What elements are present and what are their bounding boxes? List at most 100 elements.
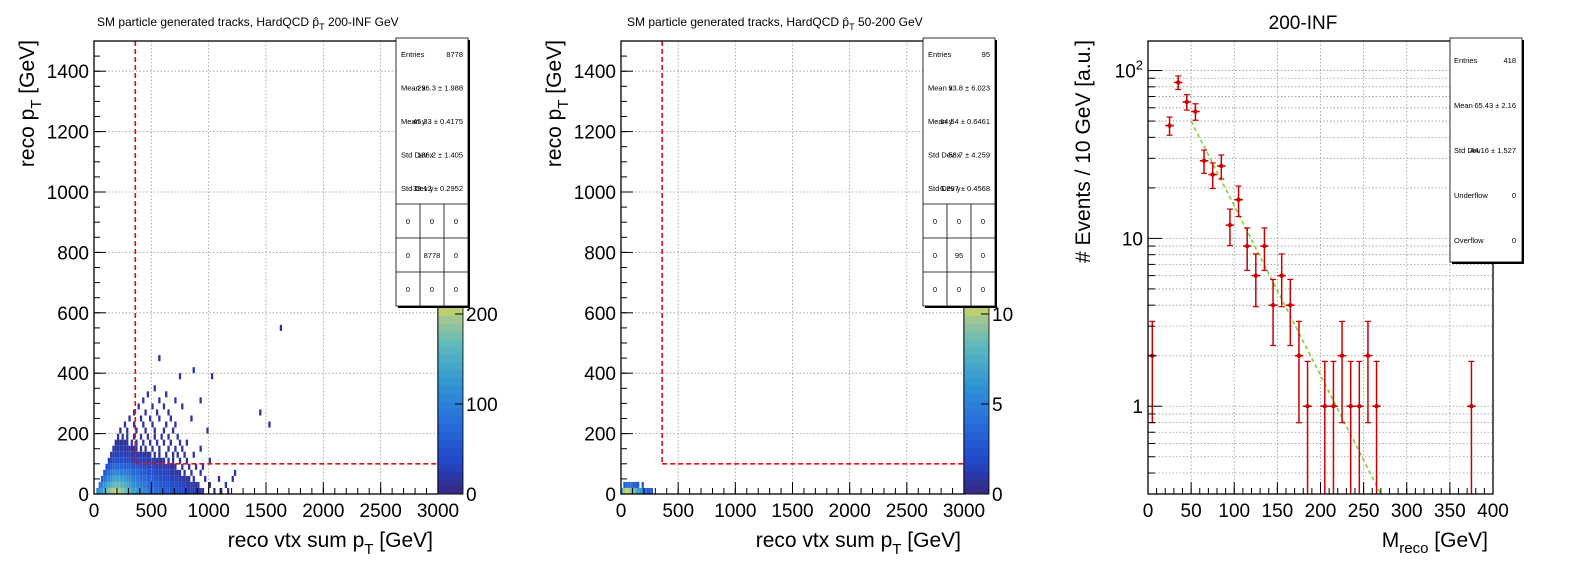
heatmap-cell: [192, 451, 195, 458]
data-point: [1251, 253, 1261, 308]
heatmap-cell: [132, 475, 136, 482]
data-marker: [1296, 353, 1302, 358]
color-scale-step: [438, 400, 463, 410]
heatmap-cell: [146, 481, 150, 488]
heatmap-cell: [128, 463, 131, 470]
heatmap-cell: [100, 487, 104, 494]
stats-label: Underflow: [1454, 191, 1488, 200]
data-point: [1346, 360, 1355, 494]
stats-label: Std Dev x: [401, 151, 434, 160]
heatmap-cell: [151, 445, 154, 452]
panel-2-y-tick-labels: 0 200 400 600 800 1000 1200 1400: [574, 40, 633, 506]
y-tick-label: 400: [584, 364, 616, 385]
stats-grid-value: 8778: [424, 251, 441, 260]
heatmap-cell: [181, 487, 184, 494]
heatmap-cell: [162, 481, 166, 488]
heatmap-cell: [151, 421, 154, 428]
data-point: [1355, 360, 1364, 494]
x-tick-label: 300: [1391, 501, 1423, 522]
x-tick-label: 1000: [188, 501, 230, 522]
y-tick-label: 0: [78, 485, 89, 506]
data-point: [1208, 162, 1217, 190]
heatmap-cell: [119, 481, 122, 488]
y-tick-label: 102: [1115, 58, 1143, 83]
stats-grid-value: 0: [933, 285, 937, 294]
panel-3-gridlines: [1148, 41, 1493, 494]
heatmap-cell: [165, 451, 168, 458]
heatmap-cell: [123, 463, 127, 470]
y-tick-label: 1400: [574, 62, 616, 83]
stats-label: Entries: [1454, 56, 1478, 65]
y-tick-label: 600: [584, 304, 616, 325]
heatmap-cell: [167, 409, 170, 416]
heatmap-cell: [112, 469, 115, 476]
x-tick-label: 150: [1262, 501, 1294, 522]
heatmap-cell: [132, 487, 136, 494]
color-scale-step: [964, 462, 989, 472]
color-scale-step: [438, 385, 463, 394]
color-scale-step: [438, 431, 463, 441]
panel-2-x-axis-label: reco vtx sum pT [GeV]: [756, 529, 961, 558]
heatmap-cell: [119, 451, 122, 458]
panel-2-y-axis-label: reco pT [GeV]: [543, 40, 572, 167]
heatmap-cell: [139, 475, 143, 482]
color-scale-step: [438, 478, 463, 487]
heatmap-cell: [121, 445, 124, 452]
heatmap-cell: [107, 481, 111, 488]
heatmap-cell: [162, 487, 166, 494]
heatmap-cell: [151, 457, 154, 464]
heatmap-cell: [623, 481, 626, 488]
heatmap-cell: [116, 433, 120, 440]
x-tick-label: 1500: [771, 501, 813, 522]
panel-1-x-tick-labels: 0 500 1000 1500 2000 2500 3000: [89, 482, 459, 522]
y-tick-label: 800: [584, 243, 616, 264]
heatmap-cell: [144, 487, 147, 494]
heatmap-cell: [174, 463, 177, 470]
color-scale-step: [964, 486, 989, 495]
data-point: [1337, 320, 1347, 424]
heatmap-cell: [190, 415, 193, 422]
heatmap-cell: [167, 433, 170, 440]
heatmap-cell: [178, 475, 182, 482]
stats-label: Mean y: [401, 117, 426, 126]
heatmap-cell: [192, 367, 195, 374]
stats-grid-value: 0: [957, 285, 961, 294]
data-point: [1363, 320, 1373, 424]
panel-1-title: SM particle generated tracks, HardQCD p̂…: [97, 15, 399, 32]
stats-value: 44.16 ± 1.527: [1470, 146, 1516, 155]
x-tick-label: 200: [1305, 501, 1337, 522]
color-scale-step: [964, 354, 989, 363]
heatmap-cell: [107, 463, 111, 470]
heatmap-cell: [160, 481, 163, 488]
heatmap-cell: [181, 463, 184, 470]
heatmap-cell: [181, 481, 184, 488]
x-tick-label: 100: [1218, 501, 1250, 522]
heatmap-cell: [135, 457, 138, 464]
heatmap-cell: [110, 469, 113, 476]
color-scale-step: [964, 416, 989, 425]
heatmap-cell: [181, 403, 184, 410]
heatmap-cell: [171, 487, 175, 494]
heatmap-cell: [135, 451, 138, 458]
heatmap-cell: [201, 463, 205, 470]
stats-value: 14.54 ± 0.6461: [940, 117, 990, 126]
heatmap-cell: [135, 481, 138, 488]
heatmap-cell: [119, 445, 122, 452]
heatmap-cell: [153, 469, 156, 476]
heatmap-cell: [142, 397, 145, 404]
panel-3-x-tick-labels: 0 50 100 150 200 250 300 350 400: [1143, 482, 1509, 522]
heatmap-cell: [126, 445, 129, 452]
heatmap-cell: [142, 439, 145, 446]
heatmap-cell: [128, 451, 131, 458]
heatmap-cell: [105, 469, 108, 476]
heatmap-cell: [144, 409, 147, 416]
heatmap-cell: [639, 487, 642, 494]
panel-2: SM particle generated tracks, HardQCD p̂…: [543, 15, 1013, 558]
heatmap-cell: [224, 481, 228, 488]
heatmap-cell: [192, 487, 195, 494]
heatmap-cell: [149, 469, 152, 476]
data-marker: [1210, 172, 1215, 177]
panel-3-y-tick-labels: 1 10 102: [1115, 58, 1162, 495]
heatmap-cell: [128, 475, 131, 482]
heatmap-cell: [194, 487, 198, 494]
